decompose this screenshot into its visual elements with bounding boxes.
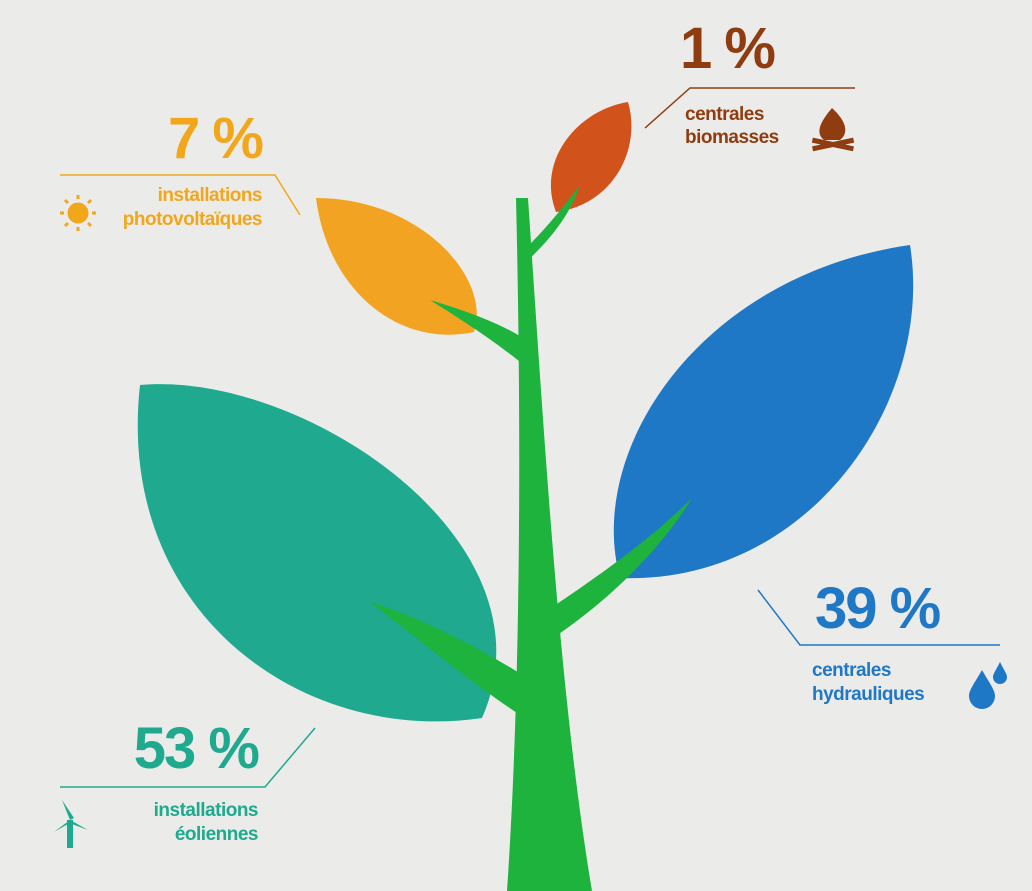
label: hydrauliques	[812, 684, 924, 705]
infographic: 1 % centrales biomasses 7 % installation…	[0, 0, 1032, 891]
percent: 7 %	[168, 106, 263, 171]
label: installations	[154, 800, 258, 821]
label: photovoltaïques	[123, 209, 262, 230]
label: centrales	[685, 104, 764, 125]
percent: 1 %	[680, 16, 775, 81]
percent: 39 %	[815, 576, 941, 641]
page: 1 % centrales biomasses 7 % installation…	[0, 0, 1032, 891]
percent: 53 %	[134, 716, 260, 781]
label: éoliennes	[175, 824, 258, 845]
label: biomasses	[685, 127, 779, 148]
label: centrales	[812, 660, 891, 681]
label: installations	[158, 185, 262, 206]
